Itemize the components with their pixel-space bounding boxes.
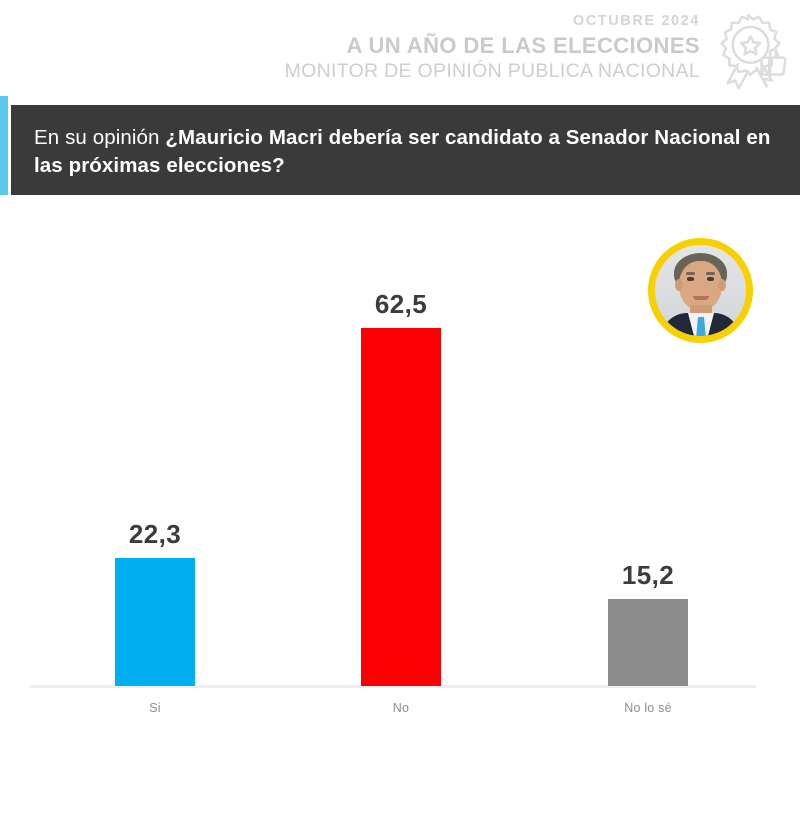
bar-chart: 22,3 Si 62,5 No 15,2 No lo sé [0, 195, 800, 825]
bar-group-no: 62,5 No [321, 289, 481, 825]
header-titles: OCTUBRE 2024 A UN AÑO DE LAS ELECCIONES … [285, 14, 700, 81]
header-title-secondary: MONITOR DE OPINIÓN PUBLICA NACIONAL [284, 59, 700, 82]
question-banner: En su opinión ¿Mauricio Macri debería se… [11, 105, 800, 195]
bar-label-si: Si [149, 701, 161, 715]
question-prefix: En su opinión [34, 126, 166, 149]
question-highlight: ¿Mauricio Macri debería ser candidato a … [34, 126, 771, 178]
bar-value-no-lo-se: 15,2 [621, 560, 675, 590]
page-header: OCTUBRE 2024 A UN AÑO DE LAS ELECCIONES … [0, 0, 800, 100]
award-ribbon-thumbs-up-icon [704, 10, 792, 95]
header-title-primary: A UN AÑO DE LAS ELECCIONES [346, 32, 700, 58]
header-date: OCTUBRE 2024 [572, 13, 700, 29]
bar-group-si: 22,3 Si [75, 325, 235, 825]
bar-label-no-lo-se: No lo sé [624, 701, 672, 715]
bar-value-no: 62,5 [374, 289, 428, 319]
bar-no[interactable] [361, 328, 441, 686]
bar-label-no: No [392, 701, 410, 715]
question-text: En su opinión ¿Mauricio Macri debería se… [34, 124, 774, 180]
bar-value-si: 22,3 [128, 519, 182, 549]
chart-baseline [30, 685, 756, 688]
question-accent-bar [0, 96, 8, 203]
avatar [648, 238, 753, 343]
bar-si[interactable] [115, 558, 195, 686]
avatar-image [655, 245, 746, 336]
bar-group-no-lo-se: 15,2 No lo sé [568, 325, 728, 825]
bar-no-lo-se[interactable] [608, 599, 688, 686]
